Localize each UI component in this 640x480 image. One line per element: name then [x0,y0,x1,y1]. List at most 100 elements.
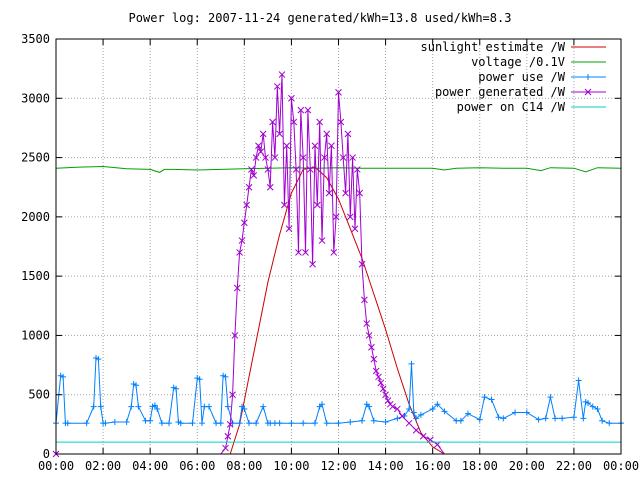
data-point [368,343,375,351]
data-point [60,373,67,380]
data-point [316,118,324,126]
data-point [382,391,389,399]
data-point [356,189,364,197]
legend-key [571,88,606,96]
data-point [276,130,283,138]
data-point [233,284,241,292]
data-point [288,420,295,427]
x-tick-label: 12:00 [320,459,356,473]
data-point [281,201,288,209]
data-point [229,391,236,399]
data-point [266,183,274,191]
data-point [419,432,427,440]
data-point [222,444,229,452]
data-point [299,154,307,161]
y-tick-label: 1500 [21,269,50,283]
data-point [328,142,335,150]
data-point [321,154,328,161]
data-point [347,418,354,425]
data-point [379,385,387,393]
data-point [429,405,436,412]
x-tick-label: 14:00 [368,459,404,473]
series-power-use-w [53,354,624,427]
data-point [335,420,342,427]
data-point [128,403,135,410]
data-point [177,420,184,427]
data-point [342,189,349,197]
data-point [552,415,559,422]
data-point [246,420,253,427]
data-point [585,400,592,407]
x-tick-label: 16:00 [415,459,451,473]
data-point [288,94,295,102]
data-point [241,405,248,412]
axis-ticks: 0 500 1000 1500 2000 2500 3000 3500 00:00 02:00 04… [21,32,639,473]
data-point [382,418,389,425]
y-tick-label: 1000 [21,328,50,342]
data-point [236,249,243,256]
data-point [269,118,276,126]
data-point [64,420,71,427]
data-point [332,213,340,221]
data-point [285,225,293,233]
data-point [580,415,587,422]
data-point [154,405,161,412]
data-point [405,419,413,427]
data-point [476,416,483,423]
data-point [257,148,265,155]
data-point [413,415,420,422]
legend-marker [584,88,592,96]
x-tick-label: 00:00 [38,459,74,473]
data-point [337,118,345,126]
chart-title: Power log: 2007-11-24 generated/kWh=13.8… [129,11,512,25]
data-point [366,403,373,410]
data-point [344,130,352,138]
data-point [264,166,272,173]
data-point [410,409,417,416]
data-point [311,142,319,150]
data-point [290,118,298,126]
data-point [250,172,258,179]
x-tick-label: 04:00 [132,459,168,473]
data-point [599,417,606,424]
data-point [488,396,495,403]
data-point [398,412,406,420]
data-point [495,414,502,421]
data-point [102,420,109,427]
data-point [306,166,314,173]
data-point [226,421,234,428]
legend-label: power on C14 /W [457,100,566,114]
legend-key [571,74,606,80]
data-point [206,403,213,410]
data-point [297,106,305,114]
data-point [339,154,347,161]
data-point [547,394,554,401]
data-point [359,417,366,424]
data-point [196,376,203,383]
data-point [262,154,269,161]
data-point [363,320,371,327]
data-point [295,249,302,256]
y-tick-label: 500 [28,388,50,402]
data-point [245,183,253,191]
data-point [412,426,420,434]
x-tick-label: 06:00 [179,459,215,473]
data-point [384,397,392,404]
data-point [302,249,309,256]
data-point [309,260,316,268]
data-point [370,355,378,363]
data-point [372,367,380,375]
data-point [464,410,471,417]
series-layer [52,71,624,458]
data-point [408,360,415,367]
data-point [325,189,333,197]
data-point [224,432,232,440]
plot-frame [55,38,622,455]
data-point [375,373,382,381]
x-tick-label: 18:00 [462,459,498,473]
x-tick-label: 02:00 [85,459,121,473]
data-point [271,154,279,161]
data-point [589,403,596,410]
data-point [304,106,312,114]
